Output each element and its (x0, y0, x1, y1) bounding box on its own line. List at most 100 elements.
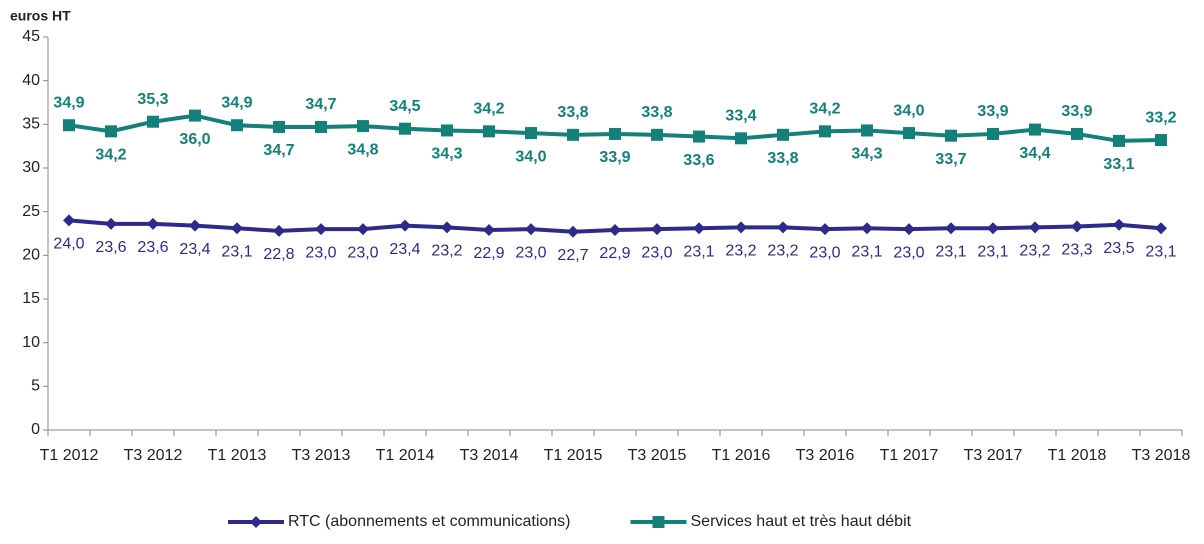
data-label: 23,2 (725, 243, 756, 260)
data-label: 23,5 (1103, 240, 1134, 257)
data-point (525, 127, 537, 140)
data-label: 23,2 (431, 243, 462, 260)
data-label: 34,2 (809, 101, 840, 118)
data-label: 33,7 (935, 151, 966, 168)
x-tick-label: T1 2018 (1048, 447, 1107, 464)
data-label: 23,1 (1145, 243, 1176, 260)
y-axis-label: euros HT (10, 8, 71, 24)
data-label: 22,9 (599, 245, 630, 262)
legend-label: Services haut et très haut débit (691, 513, 912, 530)
data-point (189, 219, 201, 232)
y-tick-label: 45 (22, 28, 40, 45)
x-tick-label: T3 2014 (460, 447, 519, 464)
legend-marker (250, 516, 262, 528)
data-label: 34,7 (263, 142, 294, 159)
data-label: 23,6 (137, 239, 168, 256)
data-label: 23,0 (893, 244, 924, 261)
data-label: 33,6 (683, 152, 714, 169)
x-tick-label: T3 2015 (628, 447, 687, 464)
x-tick-label: T3 2016 (796, 447, 855, 464)
data-label: 33,2 (1145, 109, 1176, 126)
x-tick-label: T1 2012 (40, 447, 99, 464)
data-point (1113, 218, 1125, 231)
data-point (609, 127, 621, 140)
x-tick-label: T1 2016 (712, 447, 771, 464)
y-tick-label: 5 (31, 378, 40, 395)
data-point (777, 128, 789, 141)
data-label: 22,8 (263, 246, 294, 263)
data-label: 22,7 (557, 247, 588, 264)
data-point (63, 119, 75, 132)
data-label: 33,9 (977, 103, 1008, 120)
data-point (1071, 127, 1083, 140)
data-label: 34,5 (389, 98, 420, 115)
data-label: 23,1 (851, 243, 882, 260)
data-label: 23,0 (809, 244, 840, 261)
data-label: 23,6 (95, 239, 126, 256)
data-label: 33,8 (767, 150, 798, 167)
data-label: 23,4 (179, 241, 210, 258)
data-point (735, 221, 747, 234)
data-label: 23,1 (683, 243, 714, 260)
legend-label: RTC (abonnements et communications) (288, 513, 571, 530)
y-tick-label: 20 (22, 247, 40, 264)
data-label: 23,1 (935, 243, 966, 260)
data-label: 23,2 (1019, 243, 1050, 260)
data-point (567, 128, 579, 141)
data-label: 34,7 (305, 96, 336, 113)
data-point (231, 119, 243, 132)
data-point (189, 109, 201, 122)
data-point (147, 115, 159, 128)
data-label: 23,0 (515, 244, 546, 261)
y-tick-label: 25 (22, 203, 40, 220)
data-label: 33,9 (1061, 103, 1092, 120)
data-label: 34,2 (473, 101, 504, 118)
data-label: 33,9 (599, 149, 630, 166)
x-tick-label: T3 2013 (292, 447, 351, 464)
data-point (315, 120, 327, 133)
data-point (525, 223, 537, 236)
x-tick-label: T1 2013 (208, 447, 267, 464)
x-tick-label: T1 2017 (880, 447, 939, 464)
data-point (63, 214, 75, 227)
data-point (1029, 221, 1041, 234)
data-label: 34,3 (431, 146, 462, 163)
data-point (903, 223, 915, 236)
x-tick-label: T1 2014 (376, 447, 435, 464)
data-point (147, 217, 159, 230)
data-label: 33,4 (725, 108, 756, 125)
data-point (483, 224, 495, 237)
data-label: 33,1 (1103, 156, 1134, 173)
data-label: 24,0 (53, 236, 84, 253)
data-label: 23,0 (305, 244, 336, 261)
data-label: 34,9 (53, 94, 84, 111)
data-point (945, 129, 957, 142)
data-point (1029, 123, 1041, 136)
y-tick-label: 30 (22, 159, 40, 176)
data-point (819, 223, 831, 236)
data-point (1155, 222, 1167, 235)
data-point (987, 222, 999, 235)
data-point (819, 125, 831, 138)
data-point (693, 222, 705, 235)
data-label: 33,8 (557, 104, 588, 121)
data-label: 23,0 (347, 244, 378, 261)
data-point (1071, 220, 1083, 233)
data-label: 36,0 (179, 131, 210, 148)
x-tick-label: T3 2012 (124, 447, 183, 464)
data-point (399, 219, 411, 232)
data-point (567, 225, 579, 238)
data-label: 34,2 (95, 147, 126, 164)
data-point (1155, 134, 1167, 147)
data-point (903, 127, 915, 140)
data-label: 22,9 (473, 245, 504, 262)
data-point (861, 124, 873, 137)
y-tick-label: 40 (22, 72, 40, 89)
y-tick-label: 35 (22, 116, 40, 133)
data-point (273, 224, 285, 237)
data-label: 34,0 (515, 148, 546, 165)
data-point (777, 221, 789, 234)
data-label: 34,4 (1019, 145, 1050, 162)
data-label: 23,3 (1061, 242, 1092, 259)
